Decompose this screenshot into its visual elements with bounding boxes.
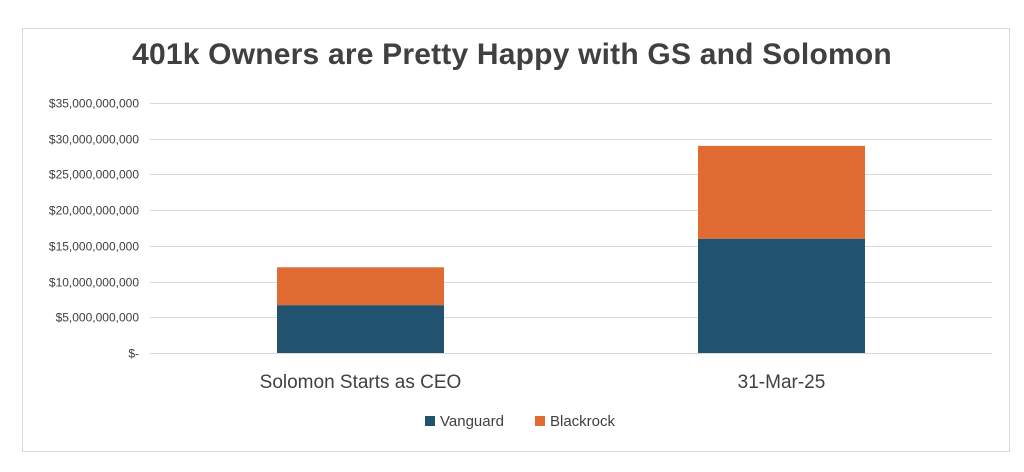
y-tick-label: $10,000,000,000 <box>49 276 139 290</box>
y-tick-label: $- <box>128 347 139 361</box>
bars <box>277 145 865 353</box>
y-tick-label: $15,000,000,000 <box>49 240 139 254</box>
y-tick-label: $30,000,000,000 <box>49 133 139 147</box>
y-tick-label: $5,000,000,000 <box>56 311 140 325</box>
y-tick-label: $20,000,000,000 <box>49 204 139 218</box>
bar-blackrock-1 <box>698 145 865 239</box>
bar-blackrock-0 <box>277 267 444 306</box>
legend-swatch-blackrock <box>535 416 545 426</box>
gridlines <box>150 103 992 354</box>
bar-vanguard-0 <box>277 305 444 353</box>
legend-label-blackrock: Blackrock <box>550 413 616 430</box>
bar-vanguard-1 <box>698 238 865 353</box>
legend-swatch-vanguard <box>425 416 435 426</box>
x-axis-category-labels: Solomon Starts as CEO 31-Mar-25 <box>260 372 826 393</box>
y-axis-tick-labels: $- $5,000,000,000 $10,000,000,000 $15,000,0… <box>49 97 139 361</box>
x-category-label: 31-Mar-25 <box>738 372 826 393</box>
x-category-label: Solomon Starts as CEO <box>260 372 462 393</box>
chart-title: 401k Owners are Pretty Happy with GS and… <box>132 38 892 71</box>
legend: Vanguard Blackrock <box>425 413 616 430</box>
y-tick-label: $35,000,000,000 <box>49 97 139 111</box>
y-tick-label: $25,000,000,000 <box>49 168 139 182</box>
legend-label-vanguard: Vanguard <box>440 413 504 430</box>
